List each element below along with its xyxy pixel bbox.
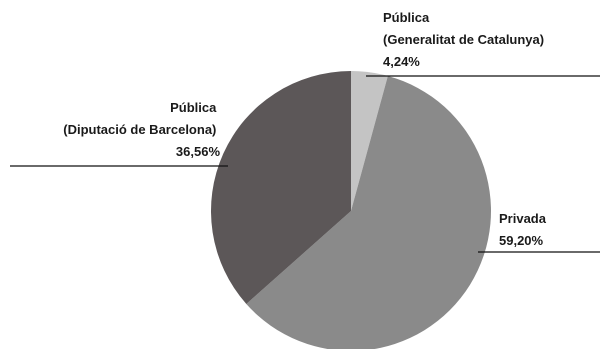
slice-label-diputacio: Pública (Diputació de Barcelona) 36,56% — [63, 100, 220, 159]
pie-slice-generalitat — [351, 71, 388, 211]
pie-slice-diputacio — [210, 71, 351, 304]
pie-slices — [210, 71, 491, 349]
pie-slice-privada — [246, 75, 491, 349]
slice-label-generalitat: Pública (Generalitat de Catalunya) 4,24% — [383, 10, 548, 69]
slice-label-privada: Privada 59,20% — [499, 211, 550, 248]
